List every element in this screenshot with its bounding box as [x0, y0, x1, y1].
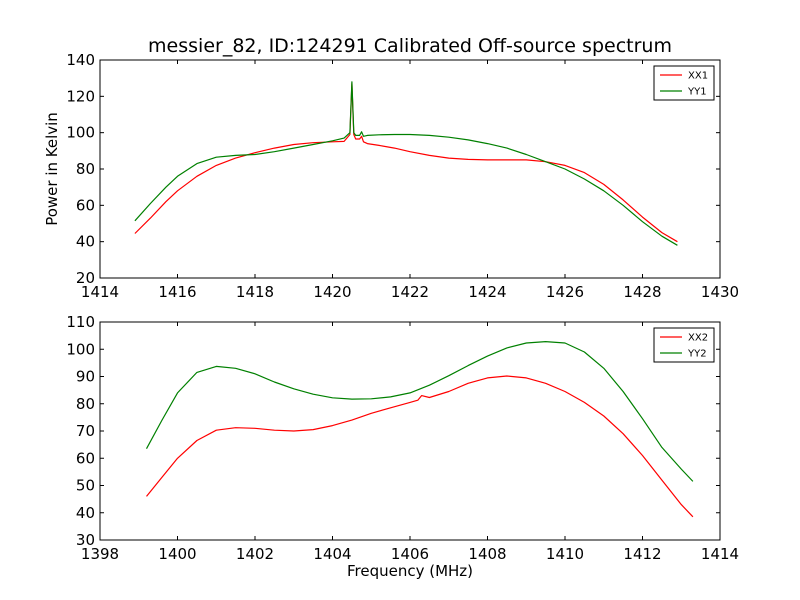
top-series-line-yy1 — [134, 81, 678, 246]
top-y-tick-label: 40 — [76, 233, 95, 251]
x-axis-label: Frequency (MHz) — [347, 562, 473, 580]
top-legend-label-yy1: YY1 — [687, 87, 707, 98]
bottom-y-tick-label: 50 — [76, 477, 95, 495]
top-x-tick-label: 1420 — [313, 283, 351, 301]
bottom-y-tick-label: 60 — [76, 449, 95, 467]
bottom-legend-label-yy2: YY2 — [687, 349, 707, 360]
bottom-x-tick-label: 1398 — [81, 545, 119, 563]
bottom-y-tick-label: 80 — [76, 395, 95, 413]
top-legend-box — [653, 65, 715, 101]
top-y-tick-label: 120 — [66, 87, 95, 105]
y-axis-label: Power in Kelvin — [43, 112, 61, 226]
bottom-y-tick-label: 100 — [66, 340, 95, 358]
bottom-y-tick-label: 40 — [76, 504, 95, 522]
bottom-legend-label-xx2: XX2 — [688, 333, 708, 344]
chart-title: messier_82, ID:124291 Calibrated Off-sou… — [148, 35, 672, 57]
top-legend-label-xx1: XX1 — [688, 71, 708, 82]
top-y-tick-label: 140 — [66, 51, 95, 69]
top-y-tick-label: 20 — [76, 269, 95, 287]
top-panel: 1414 1416 1418 1420 1422 1424 1426 1428 1430 20 40… — [66, 51, 739, 301]
bottom-legend-box — [653, 327, 715, 363]
bottom-panel: 1398 1400 1402 1404 1406 1408 1410 1412 1414 30 40… — [66, 313, 739, 563]
top-x-tick-label: 1430 — [701, 283, 739, 301]
bottom-x-tick-label: 1408 — [468, 545, 506, 563]
top-x-tick-label: 1422 — [391, 283, 429, 301]
top-series-line-xx1 — [134, 82, 678, 243]
top-x-tick-label: 1418 — [236, 283, 274, 301]
bottom-x-tick-label: 1406 — [391, 545, 429, 563]
bottom-x-tick-label: 1412 — [623, 545, 661, 563]
bottom-series-line-yy2 — [145, 341, 694, 482]
bottom-series-line-xx2 — [146, 375, 694, 518]
top-x-tick-label: 1428 — [623, 283, 661, 301]
top-y-tick-label: 80 — [76, 160, 95, 178]
top-x-tick-label: 1416 — [158, 283, 196, 301]
bottom-y-tick-label: 110 — [66, 313, 95, 331]
top-x-tick-label: 1414 — [81, 283, 119, 301]
bottom-x-tick-label: 1414 — [701, 545, 739, 563]
bottom-x-tick-label: 1404 — [313, 545, 351, 563]
bottom-x-tick-label: 1402 — [236, 545, 274, 563]
top-y-tick-label: 60 — [76, 196, 95, 214]
top-x-tick-label: 1426 — [546, 283, 584, 301]
top-y-tick-label: 100 — [66, 124, 95, 142]
bottom-x-tick-label: 1400 — [158, 545, 196, 563]
bottom-y-tick-label: 70 — [76, 422, 95, 440]
bottom-y-tick-label: 90 — [76, 368, 95, 386]
bottom-x-tick-label: 1410 — [546, 545, 584, 563]
top-x-tick-label: 1424 — [468, 283, 506, 301]
bottom-y-tick-label: 30 — [76, 531, 95, 549]
